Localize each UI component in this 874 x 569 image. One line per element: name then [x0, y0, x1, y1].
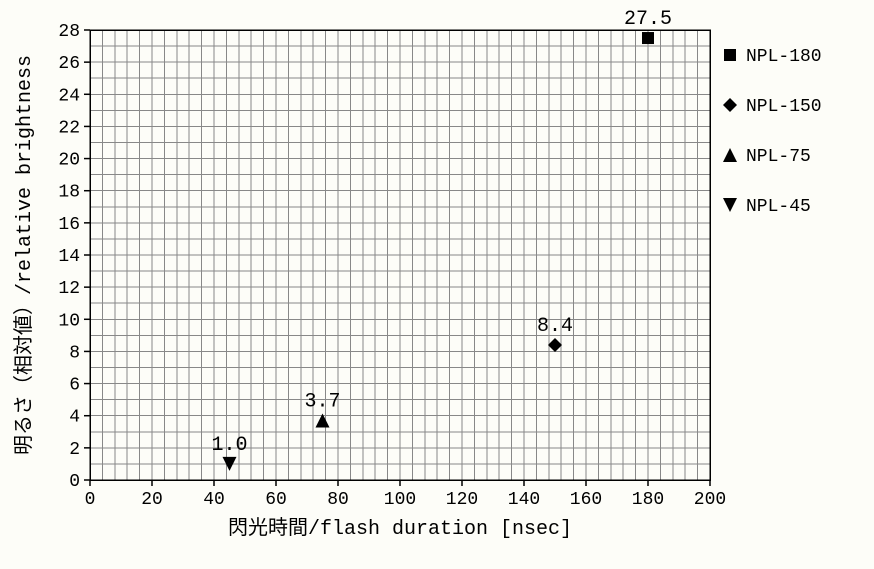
data-point-label: 8.4 — [537, 315, 573, 338]
x-tick-label: 180 — [632, 490, 664, 510]
x-tick-label: 120 — [446, 490, 478, 510]
y-tick-label: 8 — [69, 343, 80, 363]
x-tick-label: 60 — [265, 490, 287, 510]
data-point-label: 1.0 — [211, 434, 247, 457]
x-axis-label: 閃光時間/flash duration [nsec] — [228, 516, 572, 541]
legend-label: NPL-150 — [746, 97, 822, 117]
x-tick-label: 200 — [694, 490, 726, 510]
y-tick-label: 10 — [58, 311, 80, 331]
legend-label: NPL-180 — [746, 47, 822, 67]
data-point — [642, 32, 654, 44]
data-point-label: 27.5 — [624, 8, 672, 31]
chart-container: 0204060801001201401601802000246810121416… — [0, 0, 874, 569]
legend-label: NPL-45 — [746, 197, 811, 217]
y-tick-label: 4 — [69, 408, 80, 428]
x-tick-label: 80 — [327, 490, 349, 510]
y-tick-label: 22 — [58, 118, 80, 138]
x-tick-label: 100 — [384, 490, 416, 510]
y-tick-label: 12 — [58, 279, 80, 299]
scatter-chart: 0204060801001201401601802000246810121416… — [0, 0, 874, 569]
y-tick-label: 28 — [58, 22, 80, 42]
y-tick-label: 20 — [58, 151, 80, 171]
legend-marker — [724, 49, 736, 61]
data-point-label: 3.7 — [304, 391, 340, 414]
y-axis-label: 明るさ（相対値）/relative brightness — [12, 55, 37, 455]
y-tick-label: 18 — [58, 183, 80, 203]
y-tick-label: 24 — [58, 86, 80, 106]
x-tick-label: 40 — [203, 490, 225, 510]
x-tick-label: 160 — [570, 490, 602, 510]
x-tick-label: 20 — [141, 490, 163, 510]
y-tick-label: 2 — [69, 440, 80, 460]
y-tick-label: 0 — [69, 472, 80, 492]
legend-label: NPL-75 — [746, 147, 811, 167]
x-tick-label: 0 — [85, 490, 96, 510]
y-tick-label: 6 — [69, 376, 80, 396]
x-tick-label: 140 — [508, 490, 540, 510]
y-tick-label: 16 — [58, 215, 80, 235]
y-tick-label: 14 — [58, 247, 80, 267]
y-tick-label: 26 — [58, 54, 80, 74]
